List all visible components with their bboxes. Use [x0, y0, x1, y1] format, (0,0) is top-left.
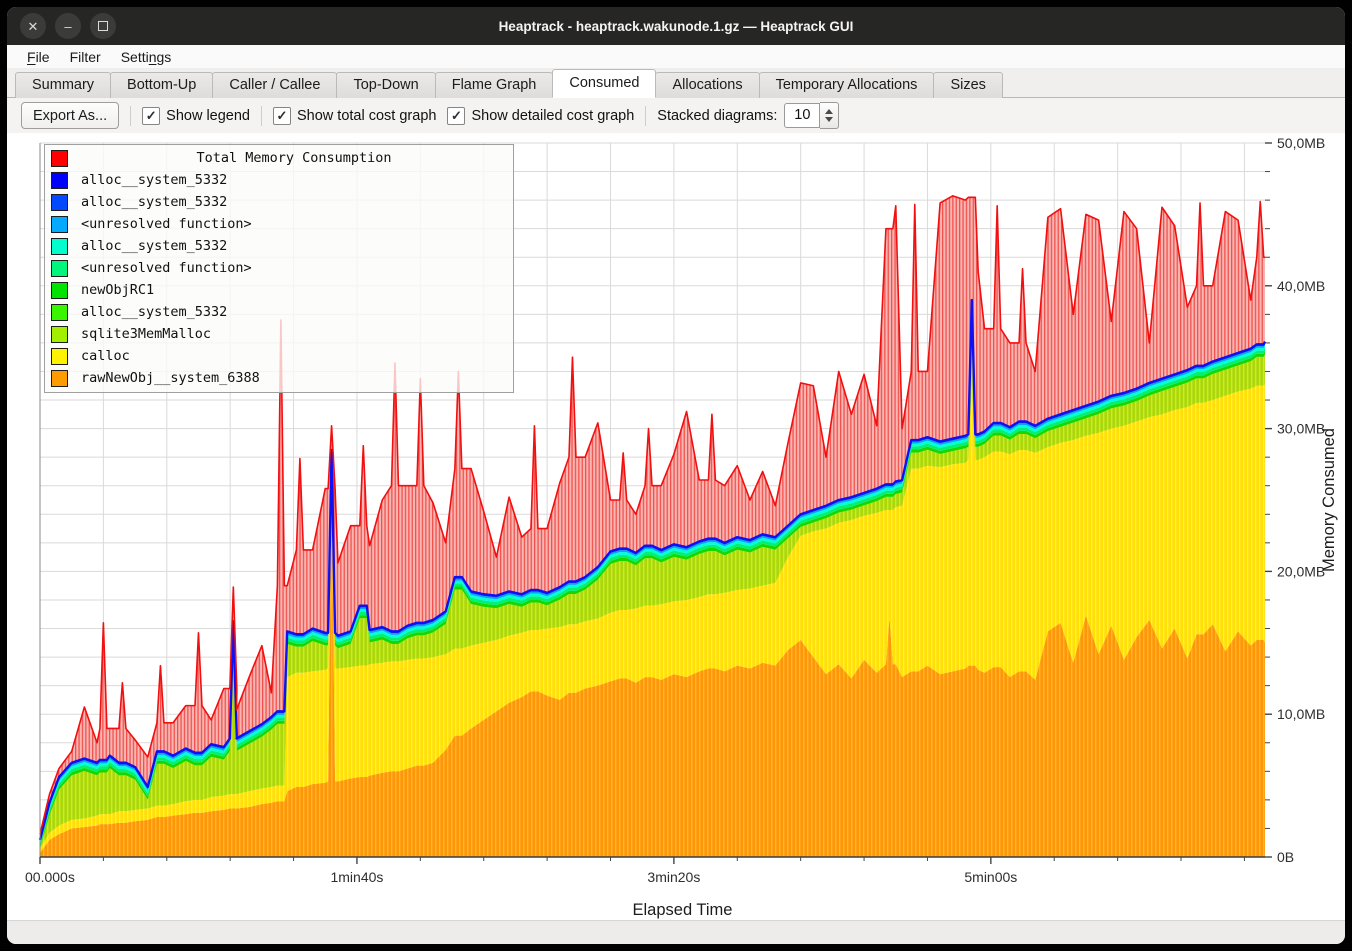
- chart-legend: Total Memory Consumption alloc__system_53…: [44, 144, 514, 393]
- checkbox-label: Show total cost graph: [297, 107, 437, 124]
- legend-item: alloc__system_5332: [45, 191, 513, 213]
- x-tick-label: 1min40s: [330, 869, 383, 885]
- legend-swatch: [51, 149, 68, 167]
- close-icon[interactable]: ✕: [20, 13, 46, 39]
- legend-item: Total Memory Consumption: [45, 147, 513, 169]
- legend-label: <unresolved function>: [81, 216, 252, 232]
- y-tick-label: 20,0MB: [1277, 563, 1325, 579]
- toolbar-separator: [645, 105, 647, 126]
- menu-settings[interactable]: Settings: [120, 48, 172, 65]
- legend-item: rawNewObj__system_6388: [45, 367, 513, 389]
- x-tick-label: 00.000s: [25, 869, 75, 885]
- tab-flame-graph[interactable]: Flame Graph: [434, 72, 554, 98]
- consumed-chart-panel: 00.000s 1min40s 3min20s 5min00s 0B 10,0MB 20,0…: [7, 133, 1345, 920]
- legend-label: alloc__system_5332: [81, 172, 228, 188]
- checkmark-icon: ✓: [142, 106, 161, 125]
- tab-temporary-allocations[interactable]: Temporary Allocations: [758, 72, 935, 98]
- spin-down-icon[interactable]: [825, 117, 834, 122]
- y-tick-label: 30,0MB: [1277, 421, 1325, 437]
- tab-summary[interactable]: Summary: [15, 72, 112, 98]
- legend-label: alloc__system_5332: [81, 194, 228, 210]
- x-axis-title: Elapsed Time: [633, 901, 733, 919]
- legend-label: newObjRC1: [81, 282, 155, 298]
- toolbar-separator: [130, 105, 132, 126]
- tab-caller-callee[interactable]: Caller / Callee: [212, 72, 338, 98]
- legend-item: <unresolved function>: [45, 257, 513, 279]
- legend-label: rawNewObj__system_6388: [81, 370, 260, 386]
- legend-label: calloc: [81, 348, 130, 364]
- legend-item: alloc__system_5332: [45, 235, 513, 257]
- legend-swatch: [51, 215, 68, 233]
- legend-label: alloc__system_5332: [81, 238, 228, 254]
- y-tick-label: 10,0MB: [1277, 706, 1325, 722]
- x-tick-label: 5min00s: [964, 869, 1017, 885]
- window-controls: ✕ –: [20, 13, 116, 39]
- menu-filter[interactable]: Filter: [69, 48, 101, 65]
- toolbar-separator: [261, 105, 262, 126]
- chart-canvas[interactable]: 00.000s 1min40s 3min20s 5min00s 0B 10,0MB 20,0…: [7, 133, 1345, 923]
- checkmark-icon: ✓: [273, 106, 291, 125]
- legend-swatch: [51, 325, 68, 343]
- tab-consumed[interactable]: Consumed: [552, 69, 657, 98]
- legend-item: sqlite3MemMalloc: [45, 323, 513, 345]
- title-bar: ✕ – Heaptrack - heaptrack.wakunode.1.gz …: [7, 7, 1345, 45]
- legend-swatch: [51, 303, 68, 321]
- legend-swatch: [51, 171, 68, 189]
- legend-swatch: [51, 281, 68, 299]
- tab-bottom-up[interactable]: Bottom-Up: [110, 72, 214, 98]
- app-window: ✕ – Heaptrack - heaptrack.wakunode.1.gz …: [7, 7, 1345, 944]
- x-tick-label: 3min20s: [647, 869, 700, 885]
- legend-item: calloc: [45, 345, 513, 367]
- y-axis-title: Memory Consumed: [1320, 428, 1338, 572]
- y-tick-label: 40,0MB: [1277, 278, 1325, 294]
- stacked-diagrams-value[interactable]: 10: [784, 103, 821, 128]
- legend-swatch: [51, 237, 68, 255]
- checkbox-show-detailed-cost-graph[interactable]: ✓ Show detailed cost graph: [447, 106, 635, 125]
- checkbox-label: Show legend: [166, 107, 250, 124]
- legend-label: Total Memory Consumption: [196, 150, 392, 166]
- tab-allocations[interactable]: Allocations: [655, 72, 760, 98]
- legend-label: alloc__system_5332: [81, 304, 228, 320]
- legend-item: newObjRC1: [45, 279, 513, 301]
- tab-sizes[interactable]: Sizes: [933, 72, 1003, 98]
- tab-bar: Summary Bottom-Up Caller / Callee Top-Down F…: [7, 69, 1345, 98]
- toolbar: Export As... ✓ Show legend ✓ Show total co…: [7, 98, 1345, 133]
- window-title: Heaptrack - heaptrack.wakunode.1.gz — He…: [498, 18, 854, 34]
- legend-label: <unresolved function>: [81, 260, 252, 276]
- legend-swatch: [51, 259, 68, 277]
- y-tick-label: 50,0MB: [1277, 135, 1325, 151]
- checkbox-label: Show detailed cost graph: [471, 107, 635, 124]
- menu-file[interactable]: File: [27, 48, 50, 65]
- export-as-button[interactable]: Export As...: [21, 102, 120, 129]
- legend-item: alloc__system_5332: [45, 301, 513, 323]
- checkbox-show-legend[interactable]: ✓ Show legend: [142, 106, 250, 125]
- legend-swatch: [51, 347, 68, 365]
- legend-item: <unresolved function>: [45, 213, 513, 235]
- spin-buttons: [820, 102, 840, 129]
- maximize-icon[interactable]: [90, 13, 116, 39]
- tab-top-down[interactable]: Top-Down: [336, 72, 436, 98]
- y-tick-label: 0B: [1277, 849, 1294, 865]
- spin-up-icon[interactable]: [825, 109, 834, 114]
- status-strip: [7, 920, 1345, 944]
- checkbox-show-total-cost-graph[interactable]: ✓ Show total cost graph: [273, 106, 437, 125]
- legend-swatch: [51, 369, 68, 387]
- legend-item: alloc__system_5332: [45, 169, 513, 191]
- legend-label: sqlite3MemMalloc: [81, 326, 212, 342]
- minimize-icon[interactable]: –: [55, 13, 81, 39]
- maximize-square-icon: [98, 21, 108, 31]
- legend-swatch: [51, 193, 68, 211]
- stacked-diagrams-label: Stacked diagrams:: [657, 107, 778, 124]
- menu-bar: File Filter Settings: [7, 45, 1345, 69]
- checkmark-icon: ✓: [447, 106, 466, 125]
- stacked-diagrams-spinbox: 10: [784, 102, 840, 129]
